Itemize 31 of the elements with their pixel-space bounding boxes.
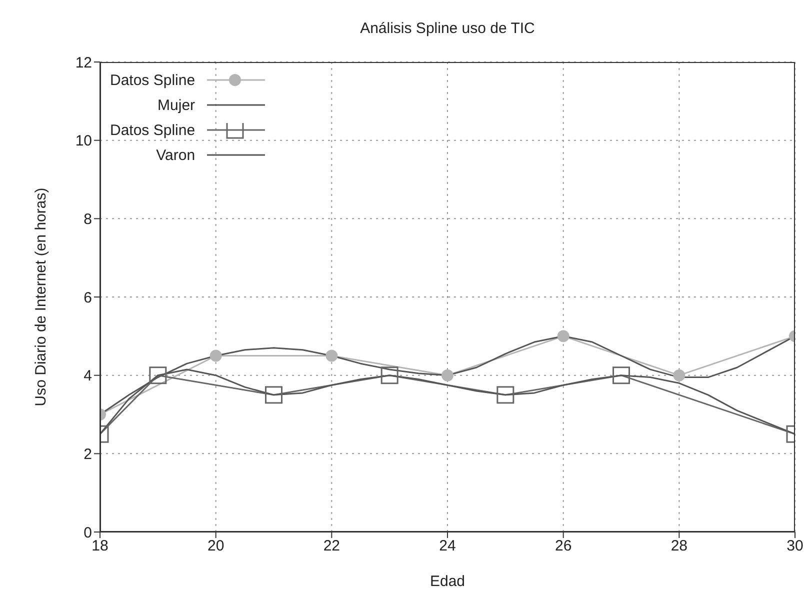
y-tick-label: 6 [84,289,92,306]
y-tick-label: 10 [75,132,92,150]
point [673,369,686,382]
point [326,350,338,362]
x-axis-title: Edad [430,573,466,590]
legend-label: Mujer [158,97,196,114]
x-tick-label: 22 [323,538,340,555]
x-tick-label: 30 [786,538,804,555]
point [210,350,222,362]
point [265,386,282,404]
point [557,330,570,342]
point [442,369,454,382]
y-axis-title: Uso Diario de Internet (en horas) [32,188,50,406]
legend-label: Varon [156,147,196,164]
y-tick-label: 4 [84,368,92,385]
point [496,386,514,404]
point [149,366,167,384]
y-tick-label: 2 [84,446,92,463]
point [380,366,398,384]
x-tick-label: 20 [207,538,224,555]
x-tick-label: 24 [439,538,456,555]
y-tick-label: 8 [84,210,92,228]
y-tick-label: 0 [84,524,92,542]
x-tick-label: 26 [554,538,572,555]
chart-title: Análisis Spline uso de TIC [359,20,536,37]
legend-label: Datos Spline [110,72,196,89]
point [612,366,630,384]
x-tick-label: 28 [670,538,688,555]
y-tick-label: 12 [75,54,92,72]
legend-label: Datos Spline [110,122,196,139]
x-tick-label: 18 [92,538,108,555]
